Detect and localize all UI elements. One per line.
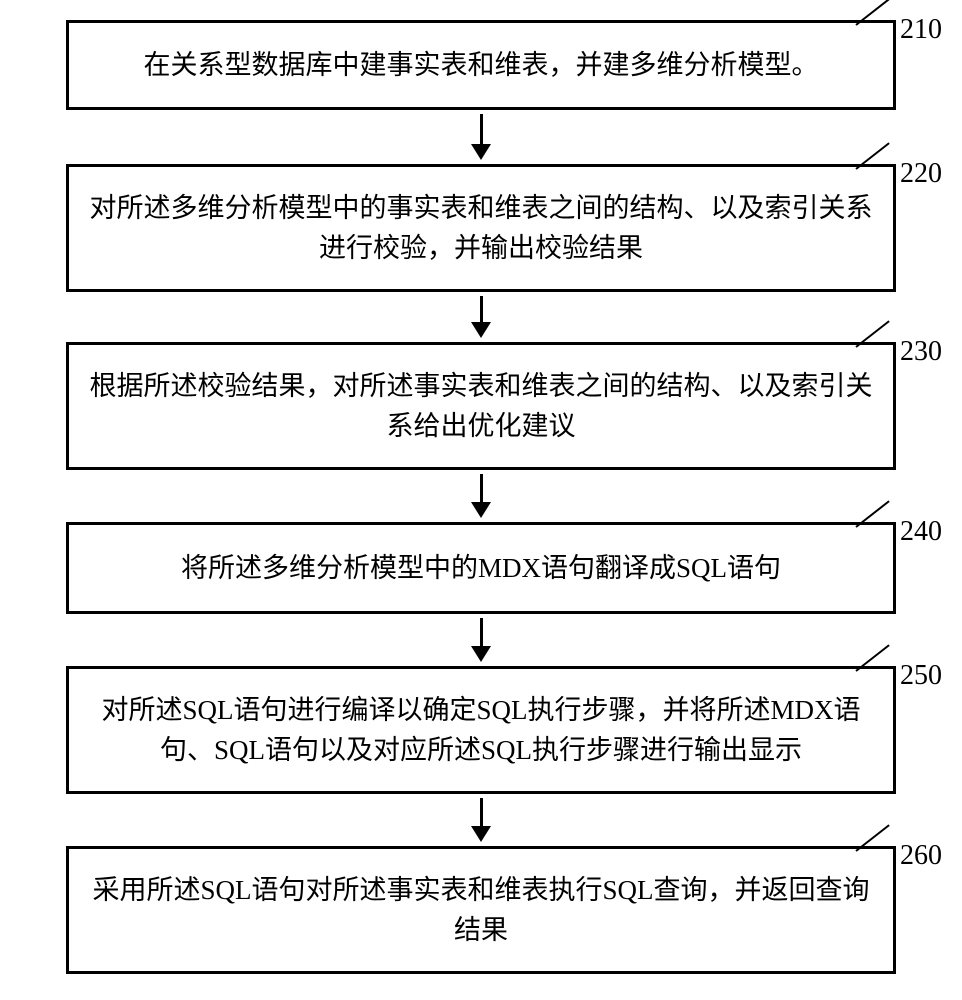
step-210-label: 210 [900, 14, 942, 46]
arrow-250-to-260 [471, 798, 491, 842]
step-wrapper-210: 在关系型数据库中建事实表和维表，并建多维分析模型。210 [0, 20, 962, 110]
step-210-text: 在关系型数据库中建事实表和维表，并建多维分析模型。 [144, 45, 819, 86]
arrow-line [480, 798, 483, 826]
step-wrapper-260: 采用所述SQL语句对所述事实表和维表执行SQL查询，并返回查询结果260 [0, 846, 962, 974]
arrow-head-icon [471, 502, 491, 518]
arrow-head-icon [471, 826, 491, 842]
step-wrapper-250: 对所述SQL语句进行编译以确定SQL执行步骤，并将所述MDX语句、SQL语句以及… [0, 666, 962, 794]
arrow-line [480, 296, 483, 322]
arrow-head-icon [471, 144, 491, 160]
step-230-box: 根据所述校验结果，对所述事实表和维表之间的结构、以及索引关系给出优化建议 [66, 342, 896, 470]
arrow-head-icon [471, 646, 491, 662]
step-wrapper-220: 对所述多维分析模型中的事实表和维表之间的结构、以及索引关系进行校验，并输出校验结… [0, 164, 962, 292]
flowchart-container: 在关系型数据库中建事实表和维表，并建多维分析模型。210 对所述多维分析模型中的事… [0, 20, 962, 974]
step-260-label: 260 [900, 840, 942, 872]
step-210-box: 在关系型数据库中建事实表和维表，并建多维分析模型。 [66, 20, 896, 110]
step-240-label: 240 [900, 516, 942, 548]
arrow-210-to-220 [471, 114, 491, 160]
step-250-text: 对所述SQL语句进行编译以确定SQL执行步骤，并将所述MDX语句、SQL语句以及… [89, 690, 873, 771]
step-260-text: 采用所述SQL语句对所述事实表和维表执行SQL查询，并返回查询结果 [89, 870, 873, 951]
arrow-head-icon [471, 322, 491, 338]
step-240-box: 将所述多维分析模型中的MDX语句翻译成SQL语句 [66, 522, 896, 614]
arrow-230-to-240 [471, 474, 491, 518]
step-220-box: 对所述多维分析模型中的事实表和维表之间的结构、以及索引关系进行校验，并输出校验结… [66, 164, 896, 292]
step-250-box: 对所述SQL语句进行编译以确定SQL执行步骤，并将所述MDX语句、SQL语句以及… [66, 666, 896, 794]
step-wrapper-230: 根据所述校验结果，对所述事实表和维表之间的结构、以及索引关系给出优化建议230 [0, 342, 962, 470]
step-250-label: 250 [900, 660, 942, 692]
step-260-box: 采用所述SQL语句对所述事实表和维表执行SQL查询，并返回查询结果 [66, 846, 896, 974]
step-230-text: 根据所述校验结果，对所述事实表和维表之间的结构、以及索引关系给出优化建议 [89, 366, 873, 447]
arrow-240-to-250 [471, 618, 491, 662]
step-wrapper-240: 将所述多维分析模型中的MDX语句翻译成SQL语句240 [0, 522, 962, 614]
step-230-label: 230 [900, 336, 942, 368]
step-240-text: 将所述多维分析模型中的MDX语句翻译成SQL语句 [181, 548, 781, 589]
step-220-label: 220 [900, 158, 942, 190]
arrow-line [480, 618, 483, 646]
arrow-line [480, 114, 483, 144]
arrow-220-to-230 [471, 296, 491, 338]
step-220-text: 对所述多维分析模型中的事实表和维表之间的结构、以及索引关系进行校验，并输出校验结… [89, 188, 873, 269]
arrow-line [480, 474, 483, 502]
